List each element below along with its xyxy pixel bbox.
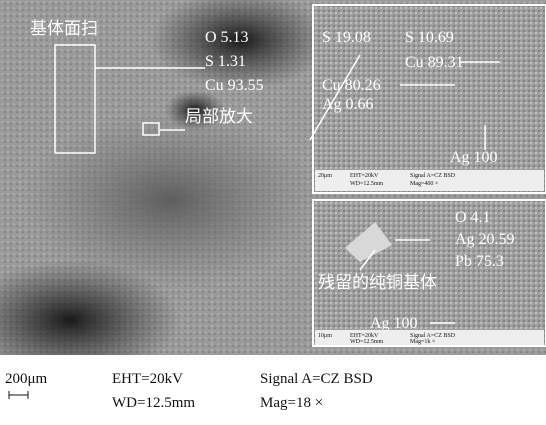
meta: Mag=400 ×	[410, 181, 438, 187]
label: 基体面扫	[30, 20, 98, 37]
label: O 4.1	[455, 210, 491, 226]
label: S 19.08	[322, 30, 371, 46]
label: Ag 100	[450, 150, 498, 166]
label: S 10.69	[405, 30, 454, 46]
scale-bar	[8, 390, 38, 400]
label: 残留的纯铜基体	[318, 274, 437, 291]
meta: Signal A=CZ BSD	[260, 372, 373, 387]
meta: WD=12.5mm	[350, 339, 383, 345]
meta: EHT=20kV	[350, 173, 378, 179]
scale: 200μm	[5, 372, 47, 387]
meta: WD=12.5mm	[112, 396, 195, 411]
meta: Mag=18 ×	[260, 396, 323, 411]
label: 局部放大	[185, 108, 253, 125]
meta: EHT=20kV	[112, 372, 183, 387]
label: Cu 93.55	[205, 78, 264, 94]
label: Cu 80.26	[322, 78, 381, 94]
label: S 1.31	[205, 54, 246, 70]
label: Ag 20.59	[455, 232, 515, 248]
meta: Mag=1k ×	[410, 339, 435, 345]
meta: WD=12.5mm	[350, 181, 383, 187]
scale: 20μm	[318, 173, 332, 179]
label: Pb 75.3	[455, 254, 504, 270]
label: O 5.13	[205, 30, 249, 46]
micrograph	[0, 0, 546, 355]
label: Ag 0.66	[322, 97, 374, 113]
meta: Signal A=CZ BSD	[410, 173, 455, 179]
label: Cu 89.31	[405, 55, 464, 71]
page: 基体面扫 O 5.13 S 1.31 Cu 93.55 局部放大 S 19.08…	[0, 0, 546, 425]
label: Ag 100	[370, 316, 418, 332]
scale: 10μm	[318, 333, 332, 339]
